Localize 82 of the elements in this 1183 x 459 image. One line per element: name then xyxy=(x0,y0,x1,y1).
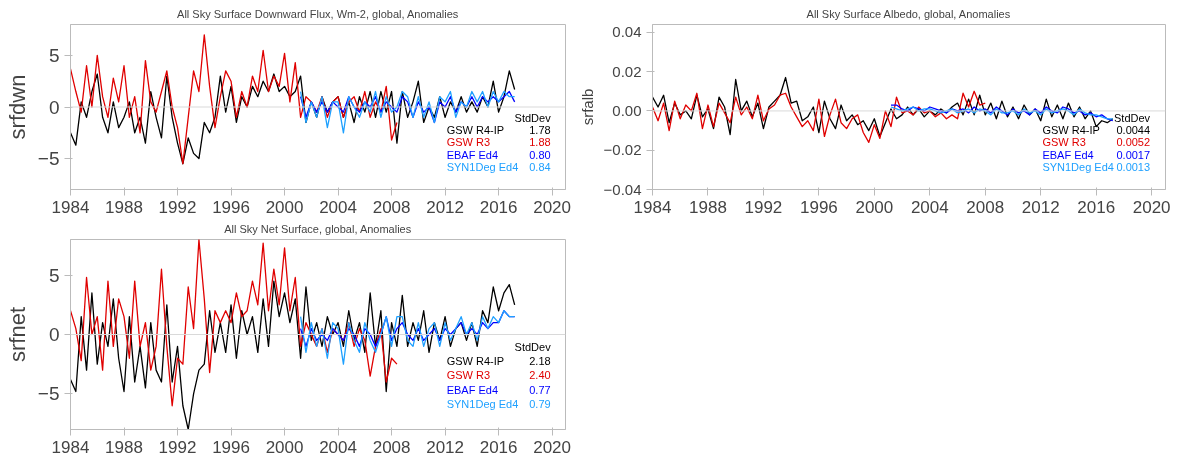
text: SYN1Deg Ed4 xyxy=(446,397,519,410)
y-axis-title: srfnet xyxy=(4,306,30,363)
x-tick-label: 2016 xyxy=(1077,197,1116,217)
annotation: 1.78 xyxy=(529,124,551,137)
chart-title: All Sky Surface Downward Flux, Wm-2, global, Anomalies xyxy=(177,7,459,20)
annotation: 0.0013 xyxy=(1116,161,1151,174)
x-tick-label: 2000 xyxy=(265,197,304,217)
annotation: 2.18 xyxy=(529,355,551,368)
chart-title: All Sky Net Surface, global, Anomalies xyxy=(224,222,412,235)
text: EBAF Ed4 xyxy=(446,383,499,396)
y-tick-label: 5 xyxy=(48,264,60,286)
x-tick-label: 1984 xyxy=(51,437,90,457)
x-tick-label: 2016 xyxy=(479,437,518,457)
legend-title: StdDev xyxy=(514,340,552,353)
series-label: GSW R4-IP xyxy=(446,355,505,368)
line-series xyxy=(299,90,516,124)
x-tick-label: 1988 xyxy=(105,437,143,457)
x-tick-label: 2008 xyxy=(372,197,411,217)
annotation: 1.88 xyxy=(529,136,551,149)
x-tick-label: 2020 xyxy=(533,437,572,457)
annotation: 0.0052 xyxy=(1116,136,1151,149)
x-tick-label: 2004 xyxy=(319,197,357,217)
line-series xyxy=(70,34,398,165)
x-tick-label: 2012 xyxy=(426,437,465,457)
x-tick-label: 2004 xyxy=(319,437,357,457)
x-tick-label: 1992 xyxy=(158,197,197,217)
y-tick-label: −5 xyxy=(37,148,60,170)
y-tick-label: 0 xyxy=(48,324,60,345)
annotation: 0.84 xyxy=(529,161,551,174)
series-label: GSW R4-IP xyxy=(446,124,505,137)
x-tick-label: 2008 xyxy=(966,197,1005,217)
text: GSW R3 xyxy=(1042,136,1086,149)
x-tick-label: 2012 xyxy=(1021,197,1060,217)
line-series xyxy=(299,90,516,134)
x-tick-label: 1984 xyxy=(51,197,90,217)
x-tick-label: 1984 xyxy=(633,197,672,217)
annotation: 0.77 xyxy=(529,383,551,396)
y-axis-title: srfdwn xyxy=(4,74,30,140)
chart-title: All Sky Surface Albedo, global, Anomalies xyxy=(806,7,1011,20)
annotation: 2.40 xyxy=(529,369,551,382)
x-tick-label: 2012 xyxy=(426,197,465,217)
x-tick-label: 2000 xyxy=(855,197,894,217)
annotation: 0.0017 xyxy=(1116,148,1151,161)
line-series xyxy=(652,76,1114,138)
x-tick-label: 2020 xyxy=(533,197,572,217)
series-label: GSW R4-IP xyxy=(1042,124,1100,137)
x-tick-label: 2000 xyxy=(265,437,304,457)
text: EBAF Ed4 xyxy=(446,148,499,161)
text: EBAF Ed4 xyxy=(1042,148,1094,161)
y-axis-title: srfalb xyxy=(578,88,596,126)
legend-title: StdDev xyxy=(1114,111,1151,124)
y-tick-label: 5 xyxy=(48,44,60,66)
x-tick-label: 1988 xyxy=(689,197,727,217)
y-tick-label: −0.04 xyxy=(603,180,642,198)
y-tick-label: 0.00 xyxy=(612,101,642,119)
line-series xyxy=(70,280,516,430)
line-series xyxy=(70,239,398,407)
y-tick-label: 0.02 xyxy=(612,62,642,80)
x-tick-label: 2020 xyxy=(1132,197,1171,217)
x-tick-label: 1992 xyxy=(158,437,197,457)
y-tick-label: 0.04 xyxy=(612,23,642,41)
x-tick-label: 1996 xyxy=(212,197,250,217)
x-tick-label: 2008 xyxy=(372,437,411,457)
legend-title: StdDev xyxy=(514,111,552,124)
text: GSW R3 xyxy=(446,369,491,382)
annotation: 0.0044 xyxy=(1116,124,1151,137)
x-tick-label: 1992 xyxy=(744,197,783,217)
x-tick-label: 2004 xyxy=(910,197,949,217)
annotation: 0.80 xyxy=(529,148,551,161)
line-series xyxy=(652,90,986,144)
text: SYN1Deg Ed4 xyxy=(1042,161,1114,174)
x-tick-label: 1988 xyxy=(105,197,143,217)
x-tick-label: 1996 xyxy=(799,197,838,217)
annotation: 0.79 xyxy=(529,397,551,410)
y-tick-label: 0 xyxy=(48,96,60,118)
y-tick-label: −5 xyxy=(37,383,60,405)
text: GSW R3 xyxy=(446,136,491,149)
x-tick-label: 2016 xyxy=(479,197,518,217)
x-tick-label: 1996 xyxy=(212,437,250,457)
y-tick-label: −0.02 xyxy=(603,141,642,159)
line-series xyxy=(299,310,516,365)
text: SYN1Deg Ed4 xyxy=(446,161,519,174)
